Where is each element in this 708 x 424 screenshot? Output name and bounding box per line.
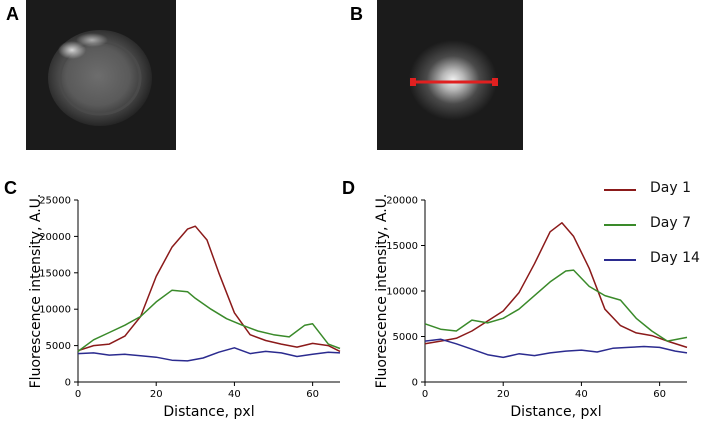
legend-label-day-7: Day 7 xyxy=(650,215,692,231)
profile-line-start-handle xyxy=(410,78,416,86)
chart-c-series-day-14 xyxy=(77,347,341,362)
chart-d-x-tick-label: 40 xyxy=(575,389,588,400)
micrograph-b-image xyxy=(377,0,523,150)
legend-line-day-1 xyxy=(604,189,636,191)
chart-d-x-tick-label: 0 xyxy=(422,389,428,400)
chart-d-y-tick-label: 10000 xyxy=(386,287,418,298)
legend-line-day-14 xyxy=(604,259,636,261)
chart-d-series-day-1 xyxy=(424,222,688,349)
chart-c-y-axis-label: Fluorescence intensity, A.U. xyxy=(28,194,44,389)
chart-c-y-tick-label: 10000 xyxy=(39,305,71,316)
chart-d-x-tick-label: 20 xyxy=(497,389,510,400)
chart-d-y-axis-label: Fluorescence intensity, A.U. xyxy=(374,194,390,389)
chart-c-x-axis-label: Distance, pxl xyxy=(163,404,254,420)
chart-c-x-tick-label: 40 xyxy=(228,389,241,400)
chart-c-x-tick-label: 20 xyxy=(150,389,163,400)
chart-c-y-tick-label: 15000 xyxy=(39,268,71,279)
legend-label-day-1: Day 1 xyxy=(650,180,692,196)
chart-c-y-tick-label: 20000 xyxy=(39,232,71,243)
panel-label-c: C xyxy=(4,178,17,198)
chart-c-series-day-7 xyxy=(77,289,341,353)
chart-c-y-tick-label: 25000 xyxy=(39,196,71,207)
chart-d-y-tick-label: 0 xyxy=(412,378,418,389)
chart-d-series-day-7 xyxy=(424,269,688,342)
micrograph-a xyxy=(26,0,176,150)
chart-d-x-tick-label: 60 xyxy=(653,389,666,400)
profile-line-end-handle xyxy=(492,78,498,86)
chart-c-x-tick-label: 0 xyxy=(75,389,81,400)
chart-c-x-tick-label: 60 xyxy=(306,389,319,400)
chart-d-x-axis-label: Distance, pxl xyxy=(510,404,601,420)
chart-d-series-day-14 xyxy=(424,338,688,359)
chart-d-y-tick-label: 5000 xyxy=(393,332,418,343)
chart-c-y-tick-label: 0 xyxy=(65,378,71,389)
panel-label-d: D xyxy=(342,178,355,198)
micrograph-a-image xyxy=(26,0,176,150)
panel-label-a: A xyxy=(6,4,19,24)
chart-d-y-tick-label: 20000 xyxy=(386,196,418,207)
chart-c-series-day-1 xyxy=(77,225,341,353)
chart-d-y-tick-label: 15000 xyxy=(386,241,418,252)
legend-label-day-14: Day 14 xyxy=(650,250,700,266)
chart-c-y-tick-label: 5000 xyxy=(46,341,71,352)
legend-line-day-7 xyxy=(604,224,636,226)
micrograph-b xyxy=(377,0,523,150)
panel-label-b: B xyxy=(350,4,363,24)
